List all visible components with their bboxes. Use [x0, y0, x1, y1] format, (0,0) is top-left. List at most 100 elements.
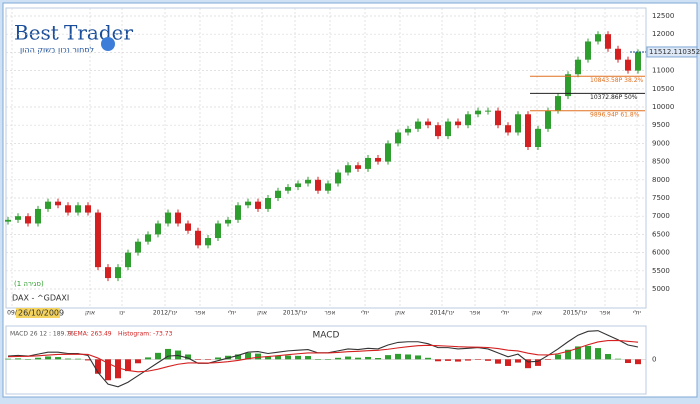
histogram-bar — [555, 354, 561, 360]
histogram-bar — [575, 346, 581, 360]
histogram-bar — [115, 359, 121, 379]
y-tick-label: 5000 — [652, 285, 670, 293]
histogram-bar — [415, 355, 421, 360]
candle — [205, 238, 211, 246]
histogram-bar — [325, 359, 331, 360]
candle — [535, 128, 541, 148]
candle — [55, 201, 61, 206]
histogram-bar — [185, 354, 191, 360]
y-tick-label: 9500 — [652, 121, 670, 129]
histogram-bar — [45, 356, 51, 360]
histogram-bar — [335, 357, 341, 360]
macd-label: MACD 26 12 : 189.76 — [10, 331, 74, 338]
x-tick-label: אפר — [599, 310, 610, 317]
candle — [335, 172, 341, 184]
x-tick-label: 2015/'ינו — [563, 310, 587, 317]
candle — [235, 205, 241, 220]
histogram-bar — [615, 358, 621, 360]
last-price-box — [646, 46, 698, 58]
candle — [35, 208, 41, 224]
histogram-bar — [505, 359, 511, 366]
candle — [465, 114, 471, 126]
histogram-bar — [25, 359, 31, 360]
y-tick-label: 11000 — [652, 67, 674, 75]
y-tick-label: 12500 — [652, 12, 674, 20]
histogram-bar — [5, 358, 11, 360]
histogram-bar — [15, 358, 21, 360]
candle — [5, 219, 11, 222]
x-tick-label: אפר — [194, 310, 205, 317]
candle — [245, 201, 251, 206]
histogram-bar — [395, 353, 401, 360]
histogram-bar — [595, 348, 601, 360]
x-tick-label: יולי — [633, 310, 641, 317]
price-panel — [5, 7, 647, 309]
histogram-bar — [295, 355, 301, 360]
histogram-bar — [565, 349, 571, 360]
candle — [525, 114, 531, 148]
candle — [125, 252, 131, 268]
histogram-bar — [165, 348, 171, 360]
histogram-bar — [55, 357, 61, 360]
histogram-bar — [485, 359, 491, 361]
signal-label: 9 EMA: 263.49 — [68, 331, 112, 338]
candle — [25, 216, 31, 224]
histogram-bar — [425, 357, 431, 360]
candle — [325, 183, 331, 191]
candle — [355, 165, 361, 169]
candle — [495, 110, 501, 126]
histogram-bar — [445, 359, 451, 361]
histogram-bar — [545, 359, 551, 360]
histogram-label: Histogram: -73.73 — [118, 331, 173, 338]
candle — [345, 165, 351, 173]
histogram-bar — [435, 359, 441, 362]
x-tick-label: אפר — [324, 310, 335, 317]
logo-tagline: לסחור נכון בשוק ההון — [20, 46, 94, 55]
candle — [75, 205, 81, 213]
x-tick-label: אוק — [532, 310, 542, 317]
candle — [105, 267, 111, 279]
candle — [155, 223, 161, 235]
signal-line — [7, 339, 639, 373]
y-tick-label: 12000 — [652, 30, 674, 38]
candle — [215, 223, 221, 239]
candle — [365, 157, 371, 169]
candle — [295, 183, 301, 188]
histogram-bar — [455, 359, 461, 362]
histogram-bar — [345, 356, 351, 360]
histogram-bar — [635, 359, 641, 365]
macd-tick-label: 0 — [652, 355, 656, 363]
histogram-bar — [315, 359, 321, 360]
x-tick-label: יולי — [228, 310, 236, 317]
histogram-bar — [385, 355, 391, 360]
x-tick-label: 2013/'ינו — [283, 310, 307, 317]
candle — [415, 121, 421, 129]
logo-best: Best — [14, 21, 59, 45]
candle — [65, 205, 71, 213]
histogram-bar — [275, 355, 281, 360]
histogram-bar — [235, 354, 241, 360]
y-tick-label: 10500 — [652, 85, 674, 93]
candle — [375, 157, 381, 162]
histogram-bar — [465, 359, 471, 361]
candle — [175, 212, 181, 224]
x-tick-label: אפר — [469, 310, 480, 317]
candle — [485, 110, 491, 112]
candle — [165, 212, 171, 224]
histogram-bar — [585, 345, 591, 360]
candle — [615, 48, 621, 60]
candle — [45, 201, 51, 209]
candle — [625, 59, 631, 71]
x-tick-label: אוק — [85, 310, 95, 317]
y-tick-label: 8000 — [652, 176, 670, 184]
logo-trader: Trader — [64, 21, 133, 45]
x-tick-label: 09/ — [7, 310, 18, 317]
candle — [565, 74, 571, 97]
y-tick-label: 5500 — [652, 267, 670, 275]
histogram-bar — [265, 356, 271, 360]
candle — [255, 201, 261, 209]
candle — [225, 219, 231, 224]
histogram-bar — [605, 354, 611, 360]
histogram-bar — [95, 359, 101, 374]
